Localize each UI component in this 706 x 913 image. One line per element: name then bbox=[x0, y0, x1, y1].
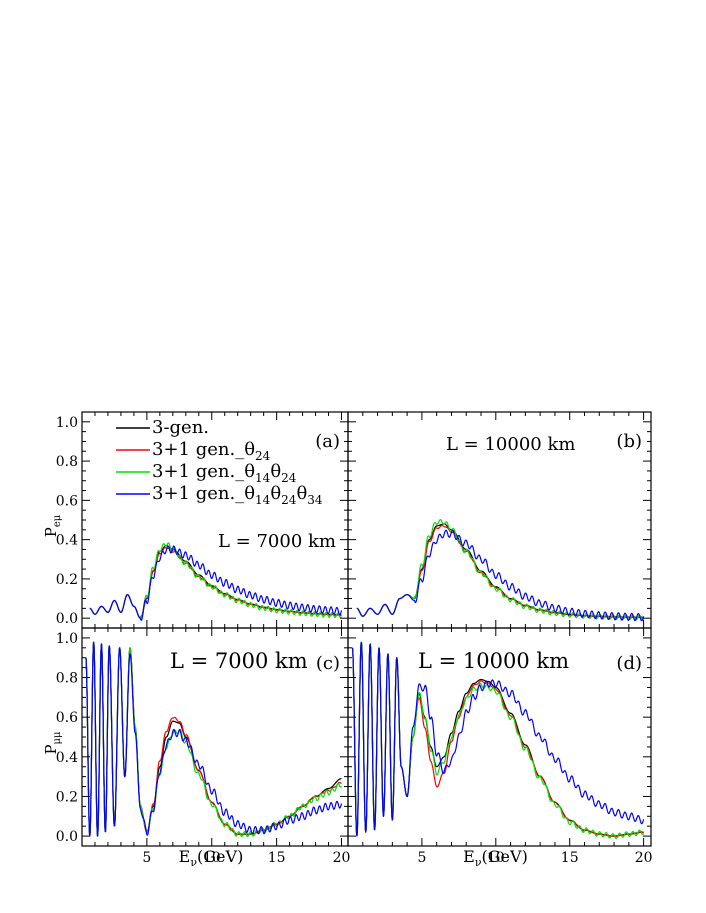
legend-label: 3+1 gen._θ14θ24 bbox=[152, 461, 297, 485]
series-line-3 bbox=[356, 519, 645, 621]
chart-panel-b: (b) L = 10000 km bbox=[347, 411, 652, 629]
x-tick-label: 15 bbox=[268, 850, 286, 866]
panel-label: (a) bbox=[315, 431, 340, 452]
panel-label: (d) bbox=[616, 653, 642, 674]
y-tick-label: 0.0 bbox=[56, 611, 78, 627]
legend-label: 3-gen. bbox=[152, 417, 209, 438]
y-tick-label: 0.2 bbox=[56, 789, 78, 805]
baseline-annotation: L = 7000 km bbox=[170, 649, 308, 673]
series-line-2 bbox=[356, 524, 644, 619]
y-tick-label: 0.4 bbox=[56, 750, 78, 766]
series-line-4 bbox=[85, 641, 343, 837]
legend-entry-2: 3+1 gen._θ24 bbox=[116, 439, 271, 463]
panel-label: (c) bbox=[316, 653, 340, 674]
axis-ticks bbox=[348, 412, 651, 628]
baseline-annotation: L = 7000 km bbox=[218, 531, 336, 552]
x-tick-label: 5 bbox=[142, 850, 151, 866]
x-tick-label: 20 bbox=[333, 850, 351, 866]
x-axis-label: Eν(GeV) bbox=[179, 847, 244, 869]
legend-label: 3+1 gen._θ24 bbox=[152, 439, 271, 463]
y-tick-label: 0.6 bbox=[56, 710, 78, 726]
x-tick-label: 15 bbox=[561, 850, 579, 866]
legend-entry-3: 3+1 gen._θ14θ24 bbox=[116, 461, 297, 485]
y-tick-label: 0.4 bbox=[56, 533, 78, 549]
chart-panel-d: 5 10 15 20 (d) L = 10000 km Eν(GeV) bbox=[347, 627, 653, 869]
y-tick-label: 0.8 bbox=[56, 454, 78, 470]
axis-ticks bbox=[82, 412, 348, 628]
x-tick-label: 5 bbox=[417, 850, 426, 866]
series-line-4 bbox=[351, 641, 645, 837]
legend-entry-4: 3+1 gen._θ14θ24θ34 bbox=[116, 483, 323, 507]
series-line-4 bbox=[89, 545, 343, 621]
y-axis-label: Pμμ bbox=[42, 731, 63, 755]
y-axis-label: Peμ bbox=[42, 514, 63, 537]
y-tick-label: 1.0 bbox=[56, 631, 78, 647]
y-tick-label: 0.2 bbox=[56, 572, 78, 588]
x-axis-label: Eν(GeV) bbox=[463, 847, 528, 869]
y-tick-label: 1.0 bbox=[56, 415, 78, 431]
legend-label: 3+1 gen._θ14θ24θ34 bbox=[152, 483, 323, 507]
series-line-1 bbox=[356, 523, 644, 618]
y-tick-label: 0.0 bbox=[56, 829, 78, 845]
axis-ticks bbox=[82, 628, 348, 846]
x-tick-label: 20 bbox=[635, 850, 653, 866]
baseline-annotation: L = 10000 km bbox=[446, 434, 575, 455]
x-tick-label: 10 bbox=[487, 850, 505, 866]
series-line-4 bbox=[356, 529, 645, 622]
y-tick-label: 0.6 bbox=[56, 493, 78, 509]
baseline-annotation: L = 10000 km bbox=[418, 649, 569, 673]
axis-ticks bbox=[348, 628, 651, 846]
chart-panel-c: 0.0 0.2 0.4 0.6 0.8 1.0 5 10 15 20 (c) L = 7000 km P… bbox=[42, 627, 351, 869]
panel-label: (b) bbox=[616, 431, 642, 452]
x-tick-label: 10 bbox=[203, 850, 221, 866]
y-tick-label: 0.8 bbox=[56, 671, 78, 687]
legend-entry-1: 3-gen. bbox=[116, 417, 209, 438]
